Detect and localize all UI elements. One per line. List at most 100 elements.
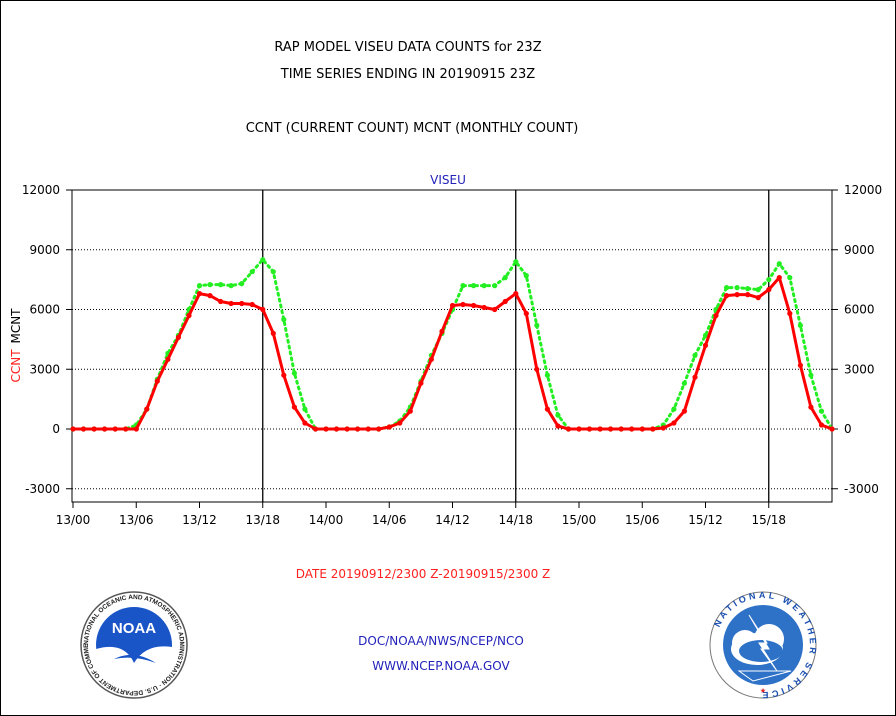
data-point-ccnt	[513, 291, 519, 297]
data-point-ccnt	[492, 306, 498, 313]
data-point-ccnt	[428, 356, 434, 362]
data-point-ccnt	[70, 426, 76, 432]
data-point-ccnt	[660, 425, 666, 431]
y-tick-label-left: 3000	[29, 362, 60, 376]
data-point-mcnt	[766, 277, 772, 283]
data-point-mcnt	[787, 275, 793, 281]
data-point-mcnt	[692, 352, 698, 358]
data-point-ccnt	[439, 328, 445, 334]
x-tick-label: 14/06	[372, 513, 407, 527]
y-axis-right: 12000 9000 6000 3000 0 -3000	[832, 183, 882, 496]
y-tick-label-right: 6000	[844, 303, 875, 317]
data-point-mcnt	[818, 408, 825, 414]
chart-title-line2: TIME SERIES ENDING IN 20190915 23Z	[280, 67, 536, 82]
data-point-ccnt	[249, 301, 255, 308]
data-point-mcnt	[471, 283, 477, 289]
day-separator-lines	[262, 190, 770, 502]
date-range-label: DATE 20190912/2300 Z-20190915/2300 Z	[296, 567, 551, 581]
x-tick-label: 13/06	[119, 513, 154, 527]
data-point-ccnt	[386, 424, 392, 430]
data-point-mcnt	[544, 372, 551, 378]
data-point-mcnt	[260, 257, 266, 263]
y-tick-label-right: 0	[844, 422, 852, 436]
data-point-mcnt	[534, 322, 540, 328]
data-point-ccnt	[355, 426, 361, 432]
y-axis-left: 12000 9000 6000 3000 0 -3000	[22, 183, 72, 496]
data-point-ccnt	[186, 312, 192, 319]
data-point-ccnt	[312, 426, 319, 432]
y-tick-label-left: -3000	[25, 482, 60, 496]
data-point-ccnt	[787, 310, 793, 317]
series-line-mcnt	[71, 258, 834, 431]
data-point-ccnt	[175, 334, 181, 340]
data-point-ccnt	[344, 426, 350, 432]
data-point-mcnt	[481, 283, 487, 289]
data-point-ccnt	[471, 302, 477, 309]
data-point-ccnt	[481, 304, 487, 311]
x-tick-label: 15/12	[688, 513, 723, 527]
data-point-ccnt	[745, 292, 751, 298]
data-point-mcnt	[702, 332, 709, 338]
plot-title: VISEU	[430, 173, 466, 187]
data-point-mcnt	[228, 283, 234, 289]
data-point-ccnt	[407, 408, 413, 414]
data-point-ccnt	[808, 404, 814, 410]
data-point-ccnt	[692, 374, 698, 380]
data-point-ccnt	[281, 372, 287, 378]
data-point-ccnt	[502, 298, 508, 305]
grid-lines	[72, 249, 832, 490]
data-point-ccnt	[586, 426, 593, 432]
data-point-mcnt	[207, 282, 213, 288]
data-point-ccnt	[218, 298, 224, 305]
data-point-mcnt	[523, 273, 529, 279]
chart-subtitle: CCNT (CURRENT COUNT) MCNT (MONTHLY COUNT…	[246, 121, 579, 136]
data-point-mcnt	[797, 322, 804, 328]
data-point-ccnt	[618, 426, 624, 432]
data-point-ccnt	[270, 330, 276, 336]
data-point-ccnt	[291, 404, 297, 410]
data-point-ccnt	[702, 342, 709, 348]
x-tick-label: 13/12	[182, 513, 217, 527]
data-point-ccnt	[228, 300, 234, 307]
data-point-ccnt	[829, 426, 835, 432]
x-tick-label: 15/06	[625, 513, 660, 527]
data-point-mcnt	[460, 283, 466, 289]
data-point-mcnt	[270, 269, 276, 275]
y-axis-label-ccnt: CCNT	[9, 349, 23, 383]
data-point-ccnt	[555, 423, 561, 429]
x-tick-label: 13/18	[245, 513, 280, 527]
data-point-ccnt	[144, 406, 150, 412]
x-tick-label: 14/18	[498, 513, 533, 527]
url-line: WWW.NCEP.NOAA.GOV	[372, 659, 510, 673]
data-point-mcnt	[734, 285, 740, 291]
data-point-ccnt	[91, 426, 97, 432]
x-tick-label: 15/18	[751, 513, 786, 527]
data-point-ccnt	[123, 426, 129, 432]
data-point-mcnt	[196, 283, 203, 289]
data-point-ccnt	[102, 426, 108, 432]
y-tick-label-right: 9000	[844, 243, 875, 257]
y-axis-label-mcnt: MCNT	[9, 308, 23, 344]
series-line-ccnt	[73, 276, 833, 431]
data-point-ccnt	[671, 420, 677, 426]
chart-title-line1: RAP MODEL VISEU DATA COUNTS for 23Z	[274, 40, 541, 55]
data-point-mcnt	[218, 282, 224, 288]
data-point-ccnt	[797, 362, 804, 368]
data-point-ccnt	[713, 312, 719, 319]
data-point-mcnt	[513, 259, 519, 265]
data-point-mcnt	[502, 275, 508, 281]
y-tick-label-right: 12000	[844, 183, 882, 197]
data-point-mcnt	[492, 283, 498, 289]
data-point-ccnt	[449, 302, 456, 309]
series-ccnt	[70, 275, 835, 432]
series-layer	[70, 257, 835, 432]
y-tick-label-left: 9000	[29, 243, 60, 257]
data-point-ccnt	[776, 275, 782, 281]
data-point-ccnt	[196, 291, 203, 297]
y-tick-label-left: 0	[52, 422, 60, 436]
data-point-mcnt	[281, 316, 287, 323]
data-point-mcnt	[239, 281, 245, 287]
data-point-mcnt	[808, 372, 814, 378]
x-tick-label: 15/00	[562, 513, 597, 527]
